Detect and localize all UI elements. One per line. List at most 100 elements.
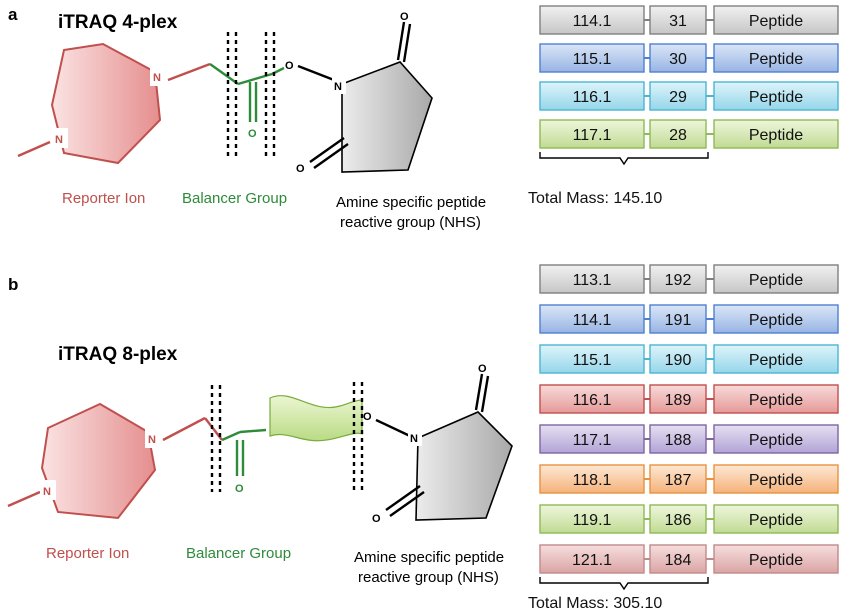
total-mass-label: Total Mass: 145.10 [528,190,662,207]
peptide-text: Peptide [749,272,803,289]
peptide-box [713,424,839,454]
total-mass-brace [539,577,709,591]
carbonyl-oxygen: O [235,483,244,495]
balancer-mass-box [649,384,707,414]
reporter-mass-text: 117.1 [573,432,612,449]
reporter-mass-box [539,43,645,73]
mass-table-8plex: 113.1 192 Peptide 114.1 191 Peptide 115.1 190 Pe… [539,264,839,574]
peptide-text: Peptide [749,51,803,68]
mass-row: 115.1 30 Peptide [539,43,839,73]
balancer-mass-box [649,464,707,494]
mass-row: 114.1 31 Peptide [539,5,839,35]
mass-row: 121.1 184 Peptide [539,544,839,574]
reporter-mass-box [539,119,645,149]
reactive-group-label-line2: reactive group (NHS) [358,569,499,586]
balancer-mass-text: 187 [665,472,692,489]
peptide-text: Peptide [749,552,803,569]
nhs-nitrogen: N [410,433,418,445]
ring-nitrogen: N [43,486,51,498]
mass-row: 117.1 28 Peptide [539,119,839,149]
reporter-mass-text: 116.1 [573,89,612,106]
reporter-mass-text: 114.1 [573,312,612,329]
linker-chain: O O [167,60,335,140]
ester-oxygen: O [285,60,294,72]
reporter-mass-text: 121.1 [572,552,612,569]
balancer-group-label: Balancer Group [186,545,291,562]
panel-a-letter: a [8,5,18,24]
mass-row: 119.1 186 Peptide [539,504,839,534]
reporter-mass-box [539,344,645,374]
panel-b-title: iTRAQ 8-plex [58,344,178,365]
peptide-box [713,264,839,294]
reporter-ion-ring: N N [17,42,166,165]
reactive-group-label-line1: Amine specific peptide [354,549,504,566]
peptide-box [713,464,839,494]
reporter-ion-label: Reporter Ion [62,190,145,207]
panel-a: a iTRAQ 4-plex N N O O [8,5,839,231]
balancer-mass-box [649,119,707,149]
total-mass-brace [539,152,709,166]
reporter-mass-box [539,504,645,534]
balancer-mass-text: 191 [665,312,692,329]
peptide-box [713,304,839,334]
peptide-box [713,81,839,111]
balancer-mass-box [649,424,707,454]
reporter-mass-box [539,5,645,35]
balancer-mass-box [649,544,707,574]
brace-path [539,152,709,166]
peptide-text: Peptide [749,392,803,409]
linker-chain: O O [162,395,411,495]
mass-row: 118.1 187 Peptide [539,464,839,494]
nhs-top-oxygen: O [400,11,409,23]
peptide-box [713,504,839,534]
reporter-mass-box [539,464,645,494]
reactive-group-label-line2: reactive group (NHS) [340,214,481,231]
mass-row: 117.1 188 Peptide [539,424,839,454]
peptide-box [713,119,839,149]
balancer-mass-text: 189 [665,392,692,409]
reporter-mass-box [539,424,645,454]
reporter-mass-text: 113.1 [573,272,612,289]
reporter-mass-text: 117.1 [573,127,612,144]
nhs-ring: N O O [372,363,513,525]
mass-row: 115.1 190 Peptide [539,344,839,374]
mass-row: 116.1 189 Peptide [539,384,839,414]
peptide-text: Peptide [749,352,803,369]
nhs-bottom-oxygen: O [296,163,305,175]
balancer-mass-box [649,264,707,294]
nhs-ring: N O O [296,11,433,175]
nhs-nitrogen: N [334,81,342,93]
peptide-box [713,544,839,574]
peptide-text: Peptide [749,127,803,144]
total-mass-label: Total Mass: 305.10 [528,595,662,612]
balancer-mass-text: 30 [669,51,687,68]
peptide-text: Peptide [749,432,803,449]
mass-row: 113.1 192 Peptide [539,264,839,294]
peptide-box [713,5,839,35]
balancer-mass-box [649,304,707,334]
balancer-extension-flag [269,395,363,442]
reporter-ion-ring: N N [7,402,161,520]
peptide-text: Peptide [749,472,803,489]
balancer-group-label: Balancer Group [182,190,287,207]
reporter-mass-text: 114.1 [573,13,612,30]
peptide-text: Peptide [749,312,803,329]
panel-b-letter: b [8,275,18,294]
balancer-mass-text: 29 [669,89,687,106]
brace-path [539,577,709,591]
peptide-box [713,344,839,374]
link-nitrogen: N [153,72,161,84]
reporter-mass-box [539,544,645,574]
reporter-ion-label: Reporter Ion [46,545,129,562]
reactive-group-label-line1: Amine specific peptide [336,194,486,211]
reporter-mass-box [539,304,645,334]
reporter-mass-text: 115.1 [573,51,612,68]
reporter-mass-text: 116.1 [573,392,612,409]
balancer-mass-text: 184 [665,552,692,569]
reporter-mass-box [539,384,645,414]
balancer-mass-box [649,504,707,534]
balancer-mass-box [649,344,707,374]
balancer-mass-text: 31 [669,13,687,30]
carbonyl-oxygen: O [248,128,257,140]
